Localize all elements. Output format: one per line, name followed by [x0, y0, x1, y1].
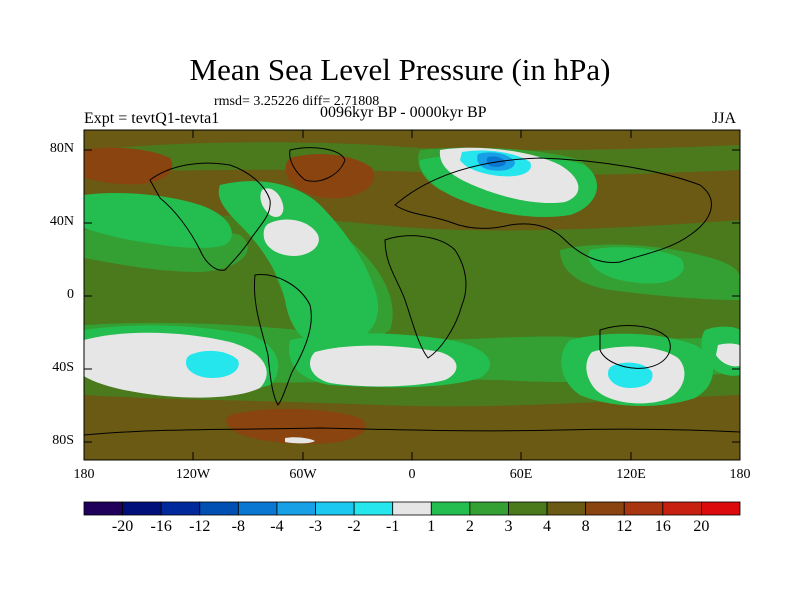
coast-australia: [599, 325, 671, 369]
colorbar-swatch: [662, 501, 702, 516]
colorbar-swatch: [315, 501, 355, 516]
colorbar-swatch: [469, 501, 509, 516]
lon-tick-120e: 120E: [616, 467, 646, 482]
colorbar-swatch: [199, 501, 239, 516]
field-8to12-antarctic: [226, 408, 366, 444]
field-minus1to1-south-pacific: [84, 332, 267, 398]
field-8to12-north-pacific: [84, 147, 173, 185]
season-label: JJA: [712, 110, 737, 127]
stats-label: rmsd= 3.25226 diff= 2.71808: [214, 94, 380, 109]
colorbar-label: 12: [616, 518, 633, 535]
colorbar-swatch: [160, 501, 201, 516]
coast-antarctica: [84, 427, 740, 436]
field-minus1to1-east-pacific: [716, 343, 740, 367]
colorbar-swatch: [546, 501, 587, 516]
lat-tick-40s: 40S: [52, 360, 74, 375]
colorbar-label: -3: [308, 518, 323, 535]
colorbar-label: -1: [386, 518, 400, 535]
colorbar-label: -8: [231, 518, 245, 535]
colorbar-swatch: [392, 501, 432, 516]
colorbar-swatch: [585, 501, 625, 516]
colorbar-swatch: [508, 501, 548, 516]
lat-tick-40n: 40N: [49, 214, 74, 229]
coast-north-america: [149, 162, 271, 271]
lon-tick-180w: 180: [73, 467, 95, 482]
field-minus1to1-south-atlantic: [310, 345, 457, 387]
colorbar-label: 8: [581, 518, 590, 535]
chart-title: Mean Sea Level Pressure (in hPa): [189, 52, 611, 87]
lon-tick-180e: 180: [729, 467, 751, 482]
colorbar-swatch: [701, 501, 741, 516]
colorbar-label: 1: [427, 518, 436, 535]
lat-tick-0: 0: [67, 287, 74, 302]
experiment-label: Expt = tevtQ1-tevta1: [84, 110, 220, 127]
field-minus1to1-north-atlantic: [263, 219, 319, 256]
map-ticks: [84, 130, 740, 460]
colorbar-label: 3: [504, 518, 513, 535]
lon-tick-60e: 60E: [509, 467, 533, 482]
field-8to12-greenland: [285, 154, 375, 199]
field-1to2-atlantic: [218, 181, 379, 346]
field-minus1to1-antarctic-spot: [285, 437, 315, 444]
coast-south-america: [253, 274, 312, 406]
colorbar-swatch: [353, 501, 394, 516]
colorbar-swatch: [122, 501, 162, 516]
lat-tick-80n: 80N: [49, 141, 74, 156]
field-minus2to1-south-pacific: [186, 350, 239, 378]
colorbar-label: 16: [654, 518, 671, 535]
coast-greenland: [289, 147, 346, 182]
colorbar-label: -4: [270, 518, 284, 535]
lon-tick-120w: 120W: [175, 467, 211, 482]
lon-tick-0: 0: [408, 467, 416, 482]
field-1to2-indian: [588, 247, 684, 284]
field-1to2-north-pacific: [84, 193, 232, 248]
colorbar-label: -2: [347, 518, 361, 535]
coast-africa: [384, 235, 467, 359]
lon-tick-60w: 60W: [289, 467, 317, 482]
coastlines: [84, 147, 740, 436]
period-label: 0096kyr BP - 0000kyr BP: [320, 104, 487, 121]
colorbar-label: -20: [111, 518, 134, 535]
lat-tick-80s: 80S: [52, 433, 74, 448]
colorbar-swatch: [237, 501, 278, 516]
colorbar-swatch: [83, 501, 123, 516]
colorbar-swatch: [276, 501, 316, 516]
colorbar-label: 4: [543, 518, 552, 535]
colorbar-label: -12: [189, 518, 211, 535]
field-minus2to1-australia: [608, 362, 653, 388]
coast-eurasia: [394, 157, 712, 264]
colorbar-label: 2: [465, 518, 474, 535]
colorbar-label: -16: [150, 518, 172, 535]
field-minus1to1-labrador: [260, 188, 284, 217]
colorbar-swatch: [430, 501, 471, 516]
colorbar-label: 20: [693, 518, 710, 535]
colorbar-swatch: [623, 501, 664, 516]
